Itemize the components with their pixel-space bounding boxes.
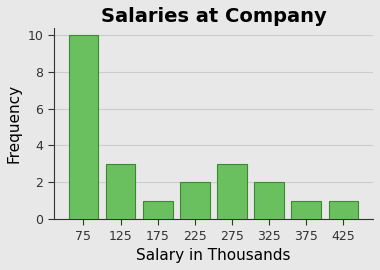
- Bar: [254, 182, 284, 219]
- Bar: [180, 182, 210, 219]
- Bar: [106, 164, 135, 219]
- Bar: [291, 201, 321, 219]
- Bar: [217, 164, 247, 219]
- Bar: [69, 35, 98, 219]
- X-axis label: Salary in Thousands: Salary in Thousands: [136, 248, 291, 263]
- Bar: [143, 201, 173, 219]
- Title: Salaries at Company: Salaries at Company: [101, 7, 326, 26]
- Y-axis label: Frequency: Frequency: [7, 84, 22, 163]
- Bar: [328, 201, 358, 219]
